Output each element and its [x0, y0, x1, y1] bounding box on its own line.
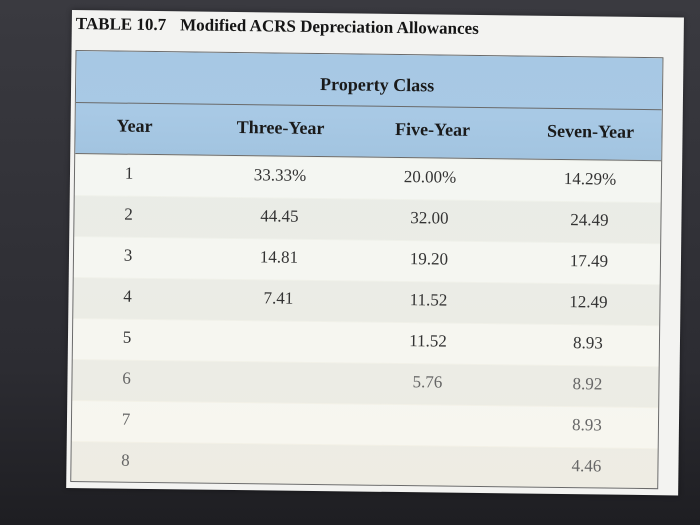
table-header: Property Class Year Three-Year Five-Year…	[75, 51, 663, 162]
cell-five-year: 19.20	[409, 249, 449, 269]
column-header-five-year: Five-Year	[394, 118, 471, 140]
table-number: TABLE 10.7	[75, 14, 167, 35]
column-header-seven-year: Seven-Year	[546, 120, 635, 142]
cell-five-year: 5.76	[412, 372, 443, 392]
cell-seven-year: 8.92	[572, 374, 603, 394]
cell-three-year	[223, 329, 333, 330]
table-row: 7 8.93	[71, 401, 659, 449]
table-title: Modified ACRS Depreciation Allowances	[180, 15, 479, 38]
header-divider	[75, 102, 662, 111]
cell-seven-year: 24.49	[570, 210, 609, 230]
cell-year: 7	[121, 409, 131, 429]
cell-year: 4	[123, 286, 132, 306]
cell-seven-year: 14.29%	[563, 169, 617, 189]
cell-three-year: 14.81	[259, 247, 299, 267]
table-caption: TABLE 10.7 Modified ACRS Depreciation All…	[76, 14, 479, 39]
table-row: 3 14.81 19.20 17.49	[73, 237, 661, 285]
table-row: 5 11.52 8.93	[72, 319, 660, 367]
cell-three-year: 44.45	[260, 206, 299, 226]
cell-year: 2	[124, 204, 133, 224]
cell-year: 5	[122, 327, 132, 347]
cell-seven-year: 4.46	[571, 456, 602, 476]
table-row: 6 5.76 8.92	[72, 360, 659, 408]
cell-five-year: 11.52	[409, 290, 448, 310]
column-header-three-year: Three-Year	[236, 117, 325, 139]
cell-three-year: 33.33%	[253, 165, 307, 185]
table-row: 1 33.33% 20.00% 14.29%	[74, 155, 662, 203]
cell-three-year	[222, 452, 332, 453]
cell-three-year: 7.41	[263, 288, 294, 308]
cell-five-year	[372, 454, 482, 455]
cell-five-year: 32.00	[410, 208, 449, 228]
cell-five-year: 20.00%	[403, 167, 457, 187]
cell-year: 6	[122, 368, 131, 388]
cell-five-year	[372, 413, 482, 414]
cell-year: 3	[123, 245, 133, 265]
cell-three-year	[222, 411, 332, 412]
table-row: 4 7.41 11.52 12.49	[73, 278, 660, 326]
cell-year: 1	[124, 163, 134, 183]
depreciation-table: Property Class Year Three-Year Five-Year…	[70, 50, 664, 490]
cell-seven-year: 17.49	[569, 251, 609, 271]
column-header-year: Year	[116, 115, 153, 136]
table-row: 8 4.46	[71, 442, 658, 490]
cell-five-year: 11.52	[409, 331, 447, 351]
textbook-page: TABLE 10.7 Modified ACRS Depreciation All…	[66, 10, 684, 496]
cell-seven-year: 8.93	[571, 415, 602, 435]
cell-seven-year: 8.93	[572, 333, 603, 353]
cell-seven-year: 12.49	[569, 292, 608, 312]
property-class-header: Property Class	[319, 74, 435, 96]
table-row: 2 44.45 32.00 24.49	[74, 196, 661, 244]
cell-three-year	[223, 370, 333, 371]
cell-year: 8	[121, 450, 130, 470]
